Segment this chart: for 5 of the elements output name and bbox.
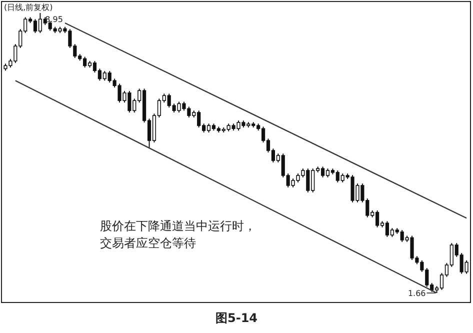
annotation: 股价在下降通道当中运行时，交易者应空仓等待 bbox=[100, 218, 257, 252]
annotation: 8.95 bbox=[45, 15, 63, 24]
annotation: 1.66 bbox=[408, 289, 426, 298]
caption: 图5-14 bbox=[214, 310, 259, 327]
chart-title: (日线,前复权) bbox=[4, 2, 53, 13]
